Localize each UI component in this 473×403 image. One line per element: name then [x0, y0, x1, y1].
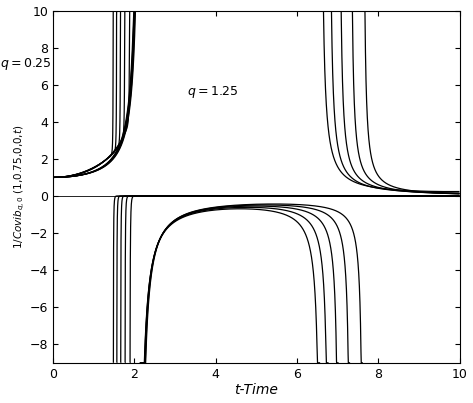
- X-axis label: t-Time: t-Time: [235, 383, 278, 397]
- Y-axis label: $1/Covib_{q,0}$ (1,0.75,0,0,$t$): $1/Covib_{q,0}$ (1,0.75,0,0,$t$): [13, 125, 27, 249]
- Text: $q = 0.25$: $q = 0.25$: [0, 56, 52, 72]
- Text: $q = 1.25$: $q = 1.25$: [187, 84, 239, 100]
